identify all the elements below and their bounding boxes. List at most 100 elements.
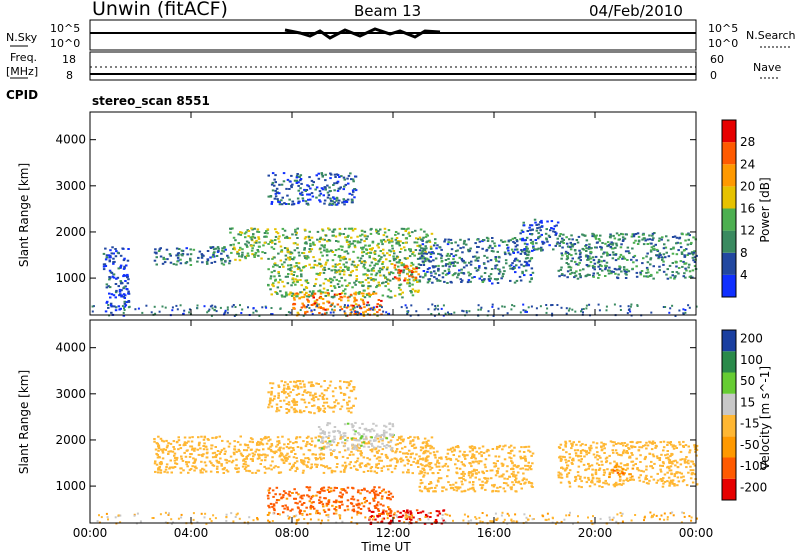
data-cell [594, 471, 598, 474]
data-cell [435, 247, 438, 250]
data-cell [369, 232, 373, 235]
data-cell [393, 467, 397, 470]
data-cell [373, 493, 377, 496]
data-cell [348, 240, 351, 243]
data-cell [522, 303, 525, 306]
data-cell [187, 440, 190, 443]
data-cell [318, 394, 322, 397]
data-cell [179, 304, 182, 307]
data-cell [336, 189, 340, 192]
data-cell [315, 196, 318, 199]
data-cell [183, 451, 186, 454]
data-cell [343, 178, 346, 181]
data-cell [562, 233, 565, 236]
data-cell [687, 445, 690, 448]
data-cell [333, 254, 337, 256]
data-cell [460, 268, 463, 271]
data-cell [351, 269, 354, 272]
data-cell [492, 250, 495, 253]
data-cell [424, 251, 427, 254]
data-cell [309, 513, 312, 516]
data-cell [343, 449, 347, 452]
data-cell [412, 271, 415, 273]
data-cell [385, 455, 388, 458]
data-cell [579, 460, 583, 463]
data-cell [486, 260, 490, 263]
data-cell [175, 304, 178, 307]
data-cell [247, 241, 250, 244]
data-cell [302, 462, 305, 465]
data-cell [220, 259, 223, 262]
data-cell [377, 232, 380, 235]
data-cell [205, 445, 208, 448]
data-cell [296, 446, 300, 448]
data-cell [280, 183, 284, 186]
data-cell [161, 262, 165, 265]
data-cell [275, 191, 279, 194]
data-cell [483, 254, 486, 257]
data-cell [118, 288, 122, 291]
data-cell [167, 453, 170, 455]
data-cell [457, 459, 460, 462]
data-cell [669, 276, 672, 279]
data-cell [483, 272, 487, 274]
data-cell [123, 309, 126, 311]
data-cell [504, 259, 508, 262]
data-cell [585, 468, 588, 471]
data-cell [478, 277, 481, 280]
data-cell [124, 294, 127, 297]
data-cell [669, 469, 673, 472]
data-cell [279, 452, 283, 455]
data-cell [694, 473, 697, 476]
data-cell [293, 249, 297, 252]
data-cell [424, 444, 428, 447]
data-cell [305, 513, 309, 516]
data-cell [565, 262, 568, 264]
data-cell [418, 252, 421, 255]
data-cell [626, 467, 629, 470]
data-cell [574, 452, 578, 455]
data-cell [453, 311, 456, 314]
data-cell [209, 247, 213, 249]
data-cell [478, 460, 481, 463]
data-cell [335, 399, 338, 402]
data-cell [311, 313, 314, 316]
data-cell [409, 314, 412, 317]
data-cell [639, 271, 642, 274]
data-cell [398, 520, 401, 522]
data-cell [284, 391, 287, 394]
data-cell [423, 230, 426, 233]
data-cell [502, 473, 505, 476]
data-cell [165, 463, 169, 466]
data-cell [294, 278, 297, 281]
data-cell [354, 227, 357, 230]
data-cell [302, 410, 306, 413]
data-cell [292, 449, 295, 452]
data-cell [319, 448, 323, 451]
data-cell [108, 276, 111, 278]
data-cell [159, 437, 163, 440]
data-cell [245, 469, 248, 472]
data-cell [270, 183, 274, 186]
data-cell [106, 300, 109, 303]
data-cell [580, 310, 582, 313]
data-cell [344, 257, 347, 260]
data-cell [332, 410, 335, 413]
data-cell [304, 236, 308, 239]
data-cell [335, 240, 338, 242]
data-cell [357, 489, 360, 492]
data-cell [645, 447, 648, 450]
data-cell [310, 398, 314, 401]
data-cell [318, 453, 322, 456]
data-cell [359, 492, 362, 495]
data-cell [375, 450, 379, 453]
data-cell [585, 250, 588, 252]
data-cell [560, 252, 563, 255]
data-cell [223, 246, 226, 249]
data-cell [220, 464, 223, 467]
data-cell [246, 454, 250, 457]
data-cell [283, 247, 287, 249]
data-cell [281, 227, 285, 230]
data-cell [571, 308, 574, 311]
data-cell [336, 283, 340, 286]
